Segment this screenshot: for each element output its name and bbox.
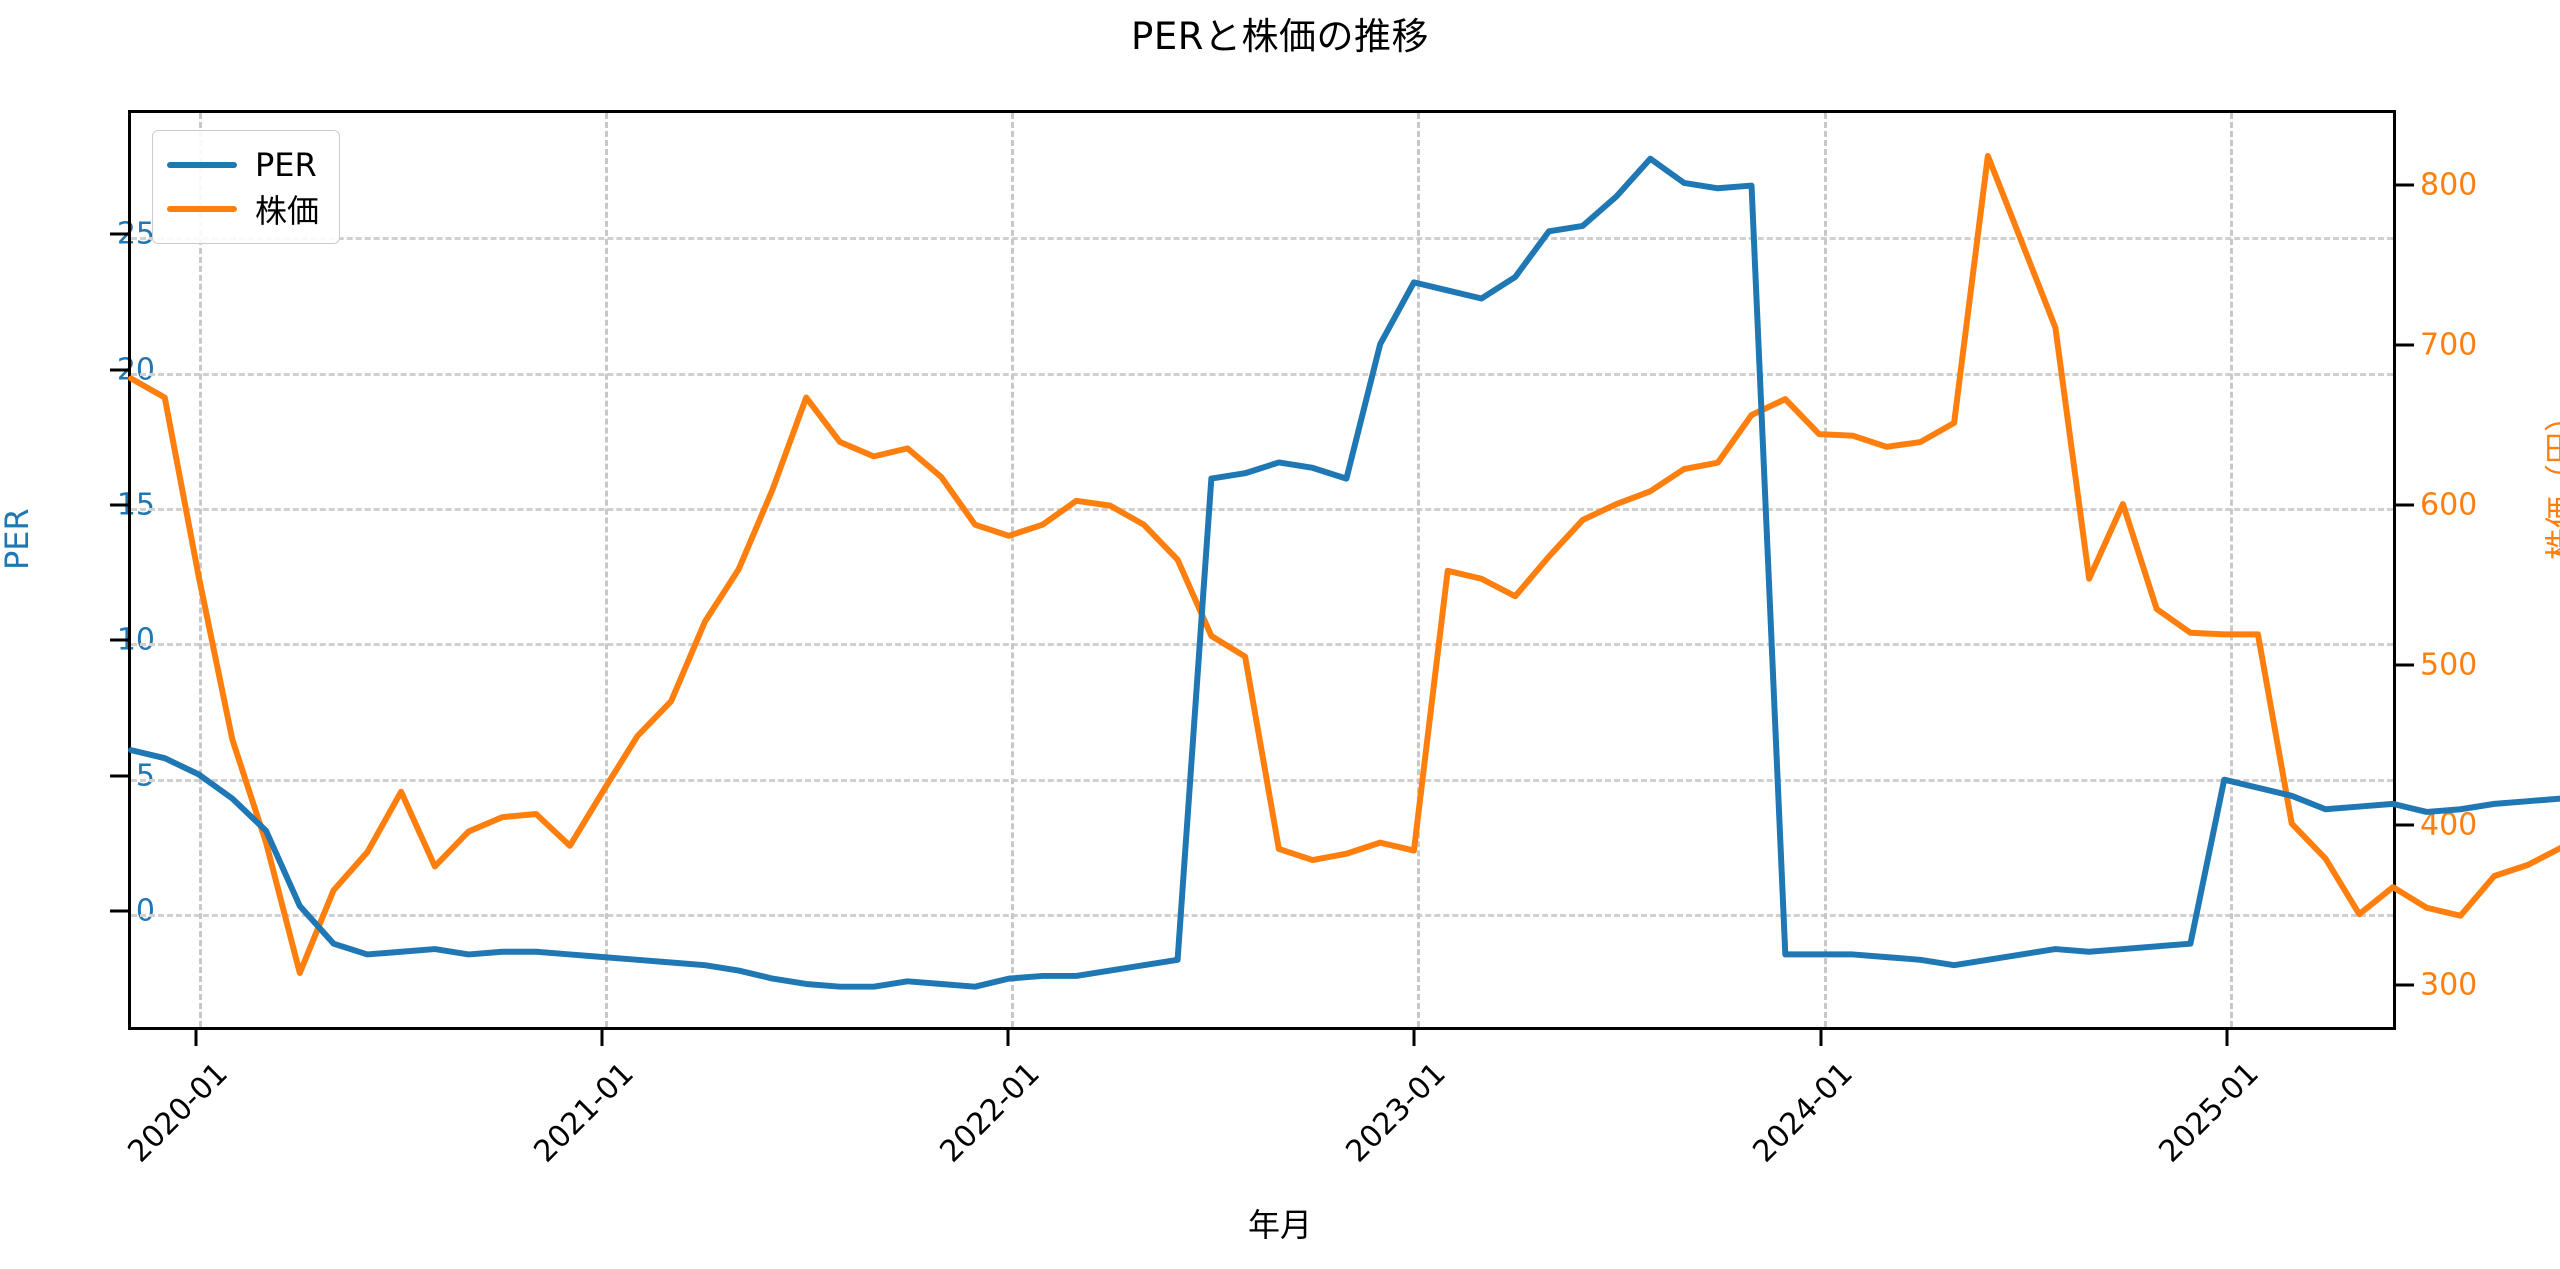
y-axis-right-tick-mark xyxy=(2396,183,2414,187)
data-layer xyxy=(128,152,2560,990)
y-axis-right-tick-label: 300 xyxy=(2420,967,2478,1003)
plot-area xyxy=(128,110,2560,1030)
chart-title: PERと株価の推移 xyxy=(1131,15,1429,58)
x-axis-tick-label: 2023-01 xyxy=(1339,1056,1454,1170)
gridline-horizontal xyxy=(131,643,2393,647)
x-axis-tick-mark xyxy=(1412,1030,1416,1046)
gridline-horizontal xyxy=(131,237,2393,241)
y-axis-right-tick-mark xyxy=(2396,503,2414,507)
gridline-horizontal xyxy=(131,508,2393,512)
x-axis-tick-mark xyxy=(2225,1030,2229,1046)
gridline-horizontal xyxy=(131,372,2393,376)
gridline-vertical xyxy=(604,113,608,1027)
y-axis-right-tick-mark xyxy=(2396,663,2414,667)
y-axis-right-tick-mark xyxy=(2396,823,2414,827)
x-axis-tick-mark xyxy=(194,1030,198,1046)
x-axis-tick-label: 2021-01 xyxy=(527,1056,641,1170)
gridline-horizontal xyxy=(131,913,2393,917)
y-axis-left-tick-mark xyxy=(110,232,128,236)
x-axis-tick-label: 2020-01 xyxy=(121,1056,235,1170)
y-axis-left-tick-mark xyxy=(110,774,128,778)
legend-label-kabuka: 株価 xyxy=(255,192,320,230)
y-axis-left-tick-mark xyxy=(110,638,128,642)
legend-item-per: PER xyxy=(167,143,319,187)
x-axis-tick-mark xyxy=(1006,1030,1010,1046)
gridline-vertical xyxy=(1823,113,1827,1027)
legend-swatch-kabuka xyxy=(167,206,237,212)
series-line-kabuka xyxy=(128,152,2560,976)
grid-layer xyxy=(131,113,2393,1027)
y-axis-right-tick-label: 700 xyxy=(2420,327,2478,363)
gridline-vertical xyxy=(1011,113,1015,1027)
chart-legend: PER 株価 xyxy=(152,130,341,244)
legend-swatch-per xyxy=(167,162,237,168)
x-axis-label: 年月 xyxy=(1247,1206,1312,1244)
y-axis-left-tick-label: 0 xyxy=(135,893,155,929)
y-axis-left-tick-mark xyxy=(110,909,128,913)
x-axis-tick-mark xyxy=(1819,1030,1823,1046)
x-axis-tick-label: 2024-01 xyxy=(1745,1056,1860,1170)
y-axis-right-tick-label: 800 xyxy=(2420,167,2478,203)
y-axis-right-label: 株価（円） xyxy=(2542,399,2560,560)
x-axis-tick-label: 2025-01 xyxy=(2152,1056,2266,1170)
legend-item-kabuka: 株価 xyxy=(167,187,319,231)
y-axis-right-tick-mark xyxy=(2396,343,2414,347)
series-line-per xyxy=(128,155,2560,990)
y-axis-right-tick-mark xyxy=(2396,983,2414,987)
legend-label-per: PER xyxy=(255,146,317,184)
x-axis-tick-mark xyxy=(600,1030,604,1046)
y-axis-left-tick-label: 5 xyxy=(135,758,155,794)
gridline-vertical xyxy=(2229,113,2233,1027)
y-axis-right-tick-label: 600 xyxy=(2420,487,2478,523)
y-axis-right-tick-label: 500 xyxy=(2420,647,2478,683)
gridline-horizontal xyxy=(131,778,2393,782)
y-axis-left-tick-mark xyxy=(110,368,128,372)
gridline-vertical xyxy=(1417,113,1421,1027)
y-axis-left-tick-mark xyxy=(110,503,128,507)
x-axis-tick-label: 2022-01 xyxy=(933,1056,1047,1170)
y-axis-left-label: PER xyxy=(0,508,36,570)
